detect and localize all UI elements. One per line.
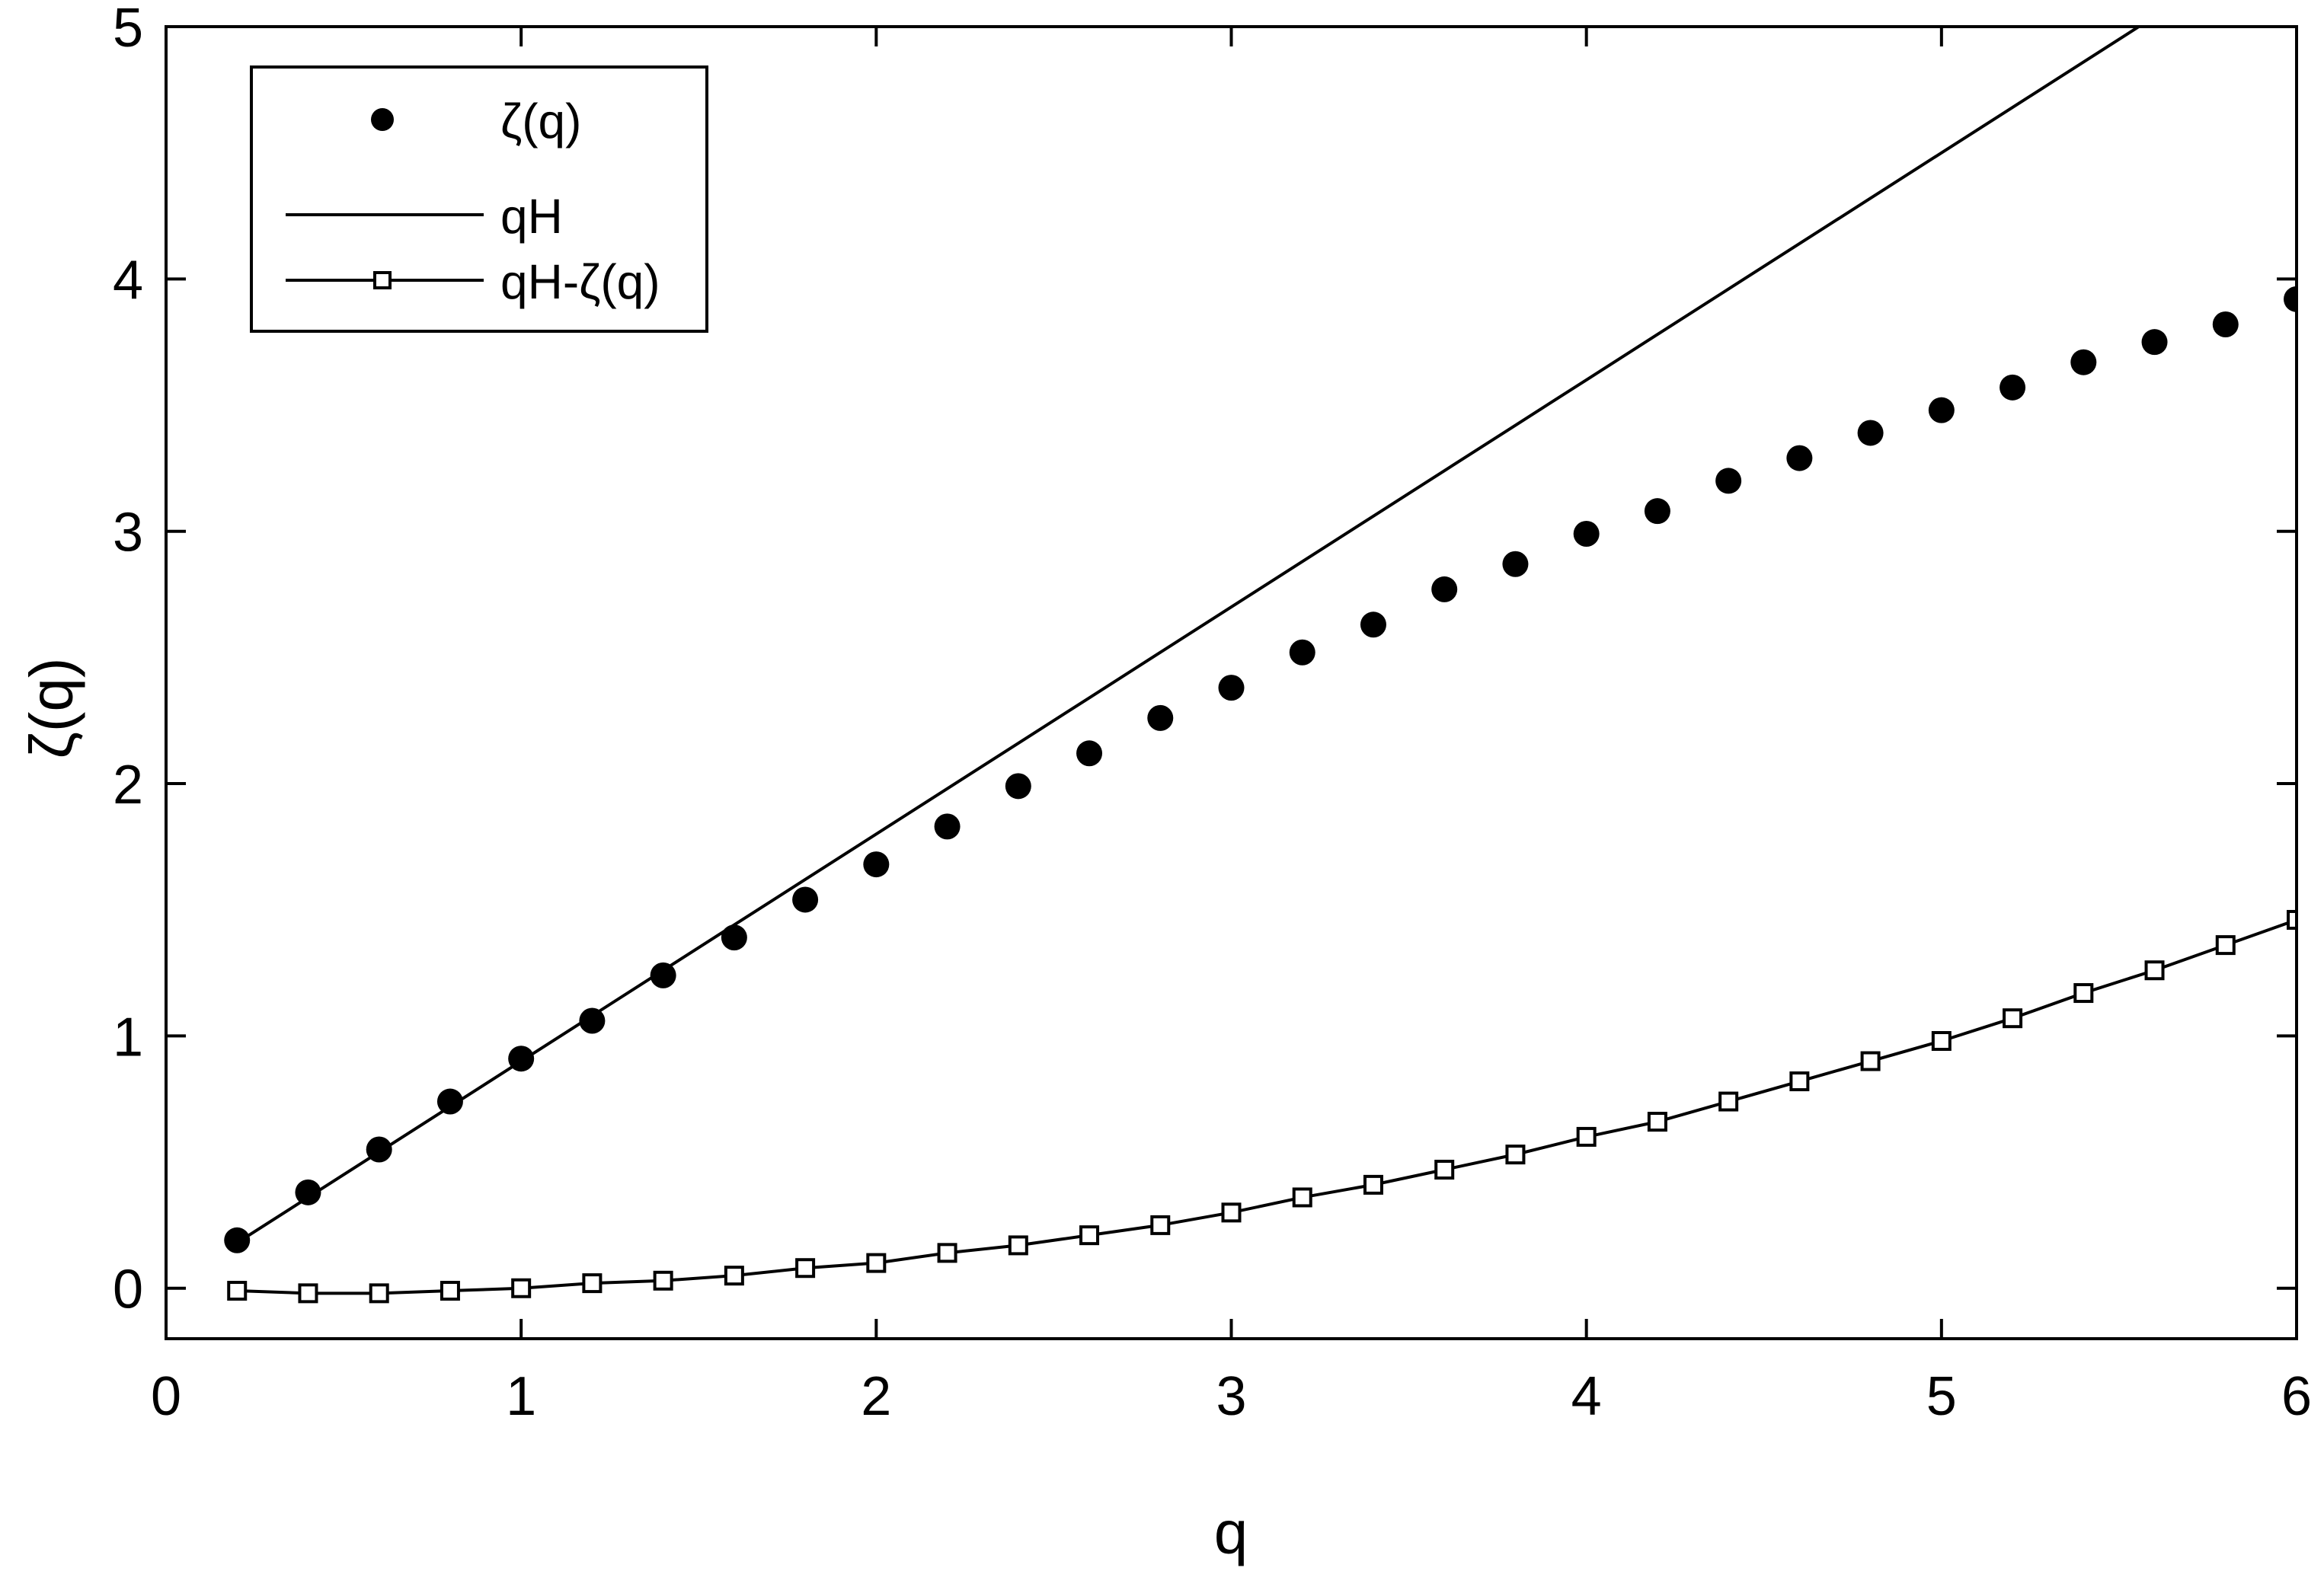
zeta-marker <box>1431 576 1458 602</box>
diff-marker <box>1576 1126 1597 1147</box>
diff-marker <box>1647 1112 1667 1132</box>
series-layer <box>224 27 2297 1304</box>
legend-box <box>250 65 708 333</box>
x-tick-label: 4 <box>1571 1366 1602 1427</box>
zeta-marker <box>224 1227 251 1253</box>
legend-marker-diff <box>373 271 392 289</box>
x-axis-title: q <box>1214 1499 1248 1566</box>
zeta-marker <box>650 962 676 988</box>
zeta-marker <box>863 851 890 878</box>
zeta-marker <box>508 1046 535 1072</box>
zeta-marker <box>436 1088 463 1115</box>
x-tick-label: 2 <box>861 1366 891 1427</box>
y-tick-label: 4 <box>113 250 143 311</box>
legend-marker-zeta <box>371 108 394 131</box>
x-tick-label: 6 <box>2281 1366 2312 1427</box>
diff-marker <box>511 1278 532 1298</box>
x-tick-label: 0 <box>151 1366 181 1427</box>
diff-marker <box>1931 1031 1952 1052</box>
diff-marker <box>866 1253 887 1273</box>
diff-marker <box>582 1273 603 1294</box>
diff-marker <box>795 1258 816 1279</box>
zeta-marker <box>1857 420 1884 446</box>
diff-marker <box>724 1266 744 1286</box>
zeta-marker <box>1786 445 1813 471</box>
diff-marker <box>1789 1071 1810 1092</box>
legend-label-diff: qH-ζ(q) <box>500 254 660 309</box>
zeta-marker <box>1076 740 1103 767</box>
zeta-marker <box>1502 551 1529 577</box>
zeta-marker <box>2000 374 2026 401</box>
zeta-marker <box>721 924 747 951</box>
diff-marker <box>2215 935 2236 956</box>
zeta-marker <box>2284 286 2297 312</box>
y-tick-label: 2 <box>113 755 143 816</box>
diff-marker <box>937 1243 957 1263</box>
legend-label-zeta: ζ(q) <box>500 94 581 148</box>
zeta-marker <box>1147 704 1174 731</box>
zeta-marker <box>1573 521 1600 548</box>
zeta-marker <box>295 1179 321 1205</box>
zeta-marker <box>1289 639 1315 666</box>
series-line-diff <box>237 918 2297 1295</box>
legend-label-qh: qH <box>500 189 563 244</box>
diff-marker <box>1221 1202 1242 1223</box>
y-tick-label: 0 <box>113 1260 143 1320</box>
diff-marker <box>2287 909 2297 930</box>
diff-marker <box>653 1270 673 1291</box>
zeta-marker <box>579 1007 606 1034</box>
zeta-marker <box>1360 611 1386 638</box>
diff-marker <box>1292 1187 1312 1208</box>
zeta-marker <box>366 1136 392 1163</box>
zeta-marker <box>2070 349 2097 375</box>
diff-marker <box>2003 1008 2023 1029</box>
diff-marker <box>1505 1145 1526 1165</box>
diff-marker <box>227 1281 248 1301</box>
diff-marker <box>440 1281 460 1301</box>
y-tick-label: 1 <box>113 1007 143 1068</box>
zeta-marker <box>2212 311 2239 337</box>
diff-marker <box>1860 1051 1881 1071</box>
y-axis-title: ζ(q) <box>18 657 85 758</box>
diff-marker <box>298 1283 318 1304</box>
x-tick-label: 1 <box>506 1366 536 1427</box>
y-tick-label: 3 <box>113 503 143 564</box>
diff-marker <box>1718 1091 1739 1112</box>
tick-layer: 0 1 2 3 4 5 6 0 1 2 3 4 5 <box>113 0 2312 1427</box>
zeta-marker <box>1928 397 1955 423</box>
zeta-marker <box>1005 773 1031 800</box>
diff-marker <box>2144 960 2165 981</box>
diff-marker <box>1434 1159 1455 1180</box>
diff-marker <box>2073 983 2094 1004</box>
zeta-marker <box>1218 675 1245 701</box>
zeta-marker <box>1715 468 1742 494</box>
legend: ζ(q) qH qH-ζ(q) <box>250 65 708 333</box>
diff-marker <box>1150 1215 1171 1235</box>
x-tick-label: 3 <box>1216 1366 1246 1427</box>
diff-marker <box>369 1283 389 1304</box>
zeta-marker <box>2141 329 2168 356</box>
y-tick-label: 5 <box>113 0 143 59</box>
diff-marker <box>1008 1235 1028 1256</box>
diff-marker <box>1079 1225 1100 1246</box>
x-tick-label: 5 <box>1926 1366 1957 1427</box>
zeta-marker <box>934 813 961 840</box>
zeta-marker <box>792 886 819 913</box>
diff-marker <box>1363 1174 1383 1195</box>
zeta-marker <box>1644 498 1670 525</box>
